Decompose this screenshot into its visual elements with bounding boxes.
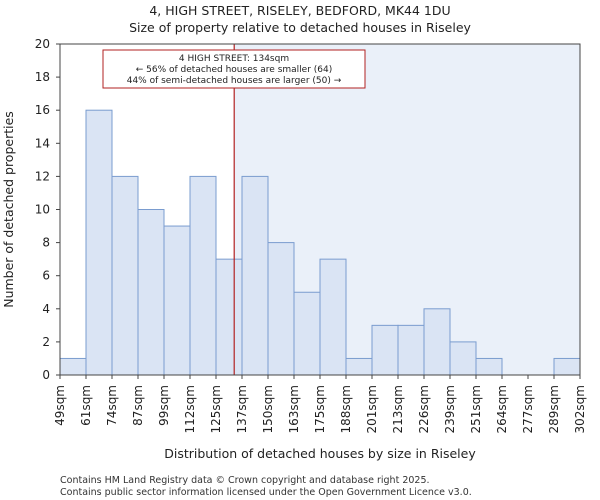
bar-175sqm: [319, 258, 347, 376]
bar-112sqm: [189, 175, 217, 376]
x-tick-label: 74sqm: [105, 385, 119, 426]
annotation-line-1: 4 HIGH STREET: 134sqm: [179, 54, 289, 64]
y-tick-label: 8: [42, 236, 50, 250]
bars-group: [59, 109, 581, 376]
y-axis-label: Number of detached properties: [1, 111, 16, 308]
y-tick-label: 6: [42, 269, 50, 283]
x-tick-label: 289sqm: [547, 385, 561, 433]
bar-87sqm: [137, 209, 165, 376]
x-tick-label: 99sqm: [157, 385, 171, 426]
y-tick-label: 12: [35, 169, 50, 183]
bar-289sqm: [553, 357, 581, 376]
x-tick-label: 213sqm: [391, 385, 405, 433]
y-tick-label: 20: [35, 37, 50, 51]
x-tick-label: 112sqm: [183, 385, 197, 433]
x-tick-label: 87sqm: [131, 385, 145, 426]
y-tick-label: 0: [42, 368, 50, 382]
bar-239sqm: [449, 341, 477, 376]
y-tick-label: 14: [35, 136, 50, 150]
y-axis-ticks: 0 2 4 6 8 10 12 14 16 18 20: [35, 37, 60, 382]
bar-150sqm: [267, 242, 295, 376]
bar-201sqm: [371, 324, 399, 376]
x-tick-label: 150sqm: [261, 385, 275, 433]
footer-line-2: Contains public sector information licen…: [60, 487, 472, 498]
chart-title: 4, HIGH STREET, RISELEY, BEDFORD, MK44 1…: [149, 3, 450, 18]
x-tick-label: 201sqm: [365, 385, 379, 433]
x-tick-label: 251sqm: [469, 385, 483, 433]
x-tick-label: 226sqm: [417, 385, 431, 433]
x-tick-label: 49sqm: [53, 385, 67, 426]
annotation-line-3: 44% of semi-detached houses are larger (…: [127, 76, 342, 86]
x-tick-label: 277sqm: [521, 385, 535, 433]
bar-99sqm: [163, 225, 191, 376]
x-tick-label: 61sqm: [79, 385, 93, 426]
x-tick-label: 239sqm: [443, 385, 457, 433]
bar-49sqm: [59, 357, 87, 376]
y-tick-label: 2: [42, 335, 50, 349]
y-tick-label: 10: [35, 203, 50, 217]
x-tick-label: 302sqm: [573, 385, 587, 433]
x-axis-ticks: 49sqm 61sqm 74sqm 87sqm 99sqm 112sqm 125sqm 137…: [53, 375, 587, 433]
y-tick-label: 18: [35, 70, 50, 84]
x-tick-label: 137sqm: [235, 385, 249, 433]
bar-61sqm: [85, 109, 113, 376]
footer-line-1: Contains HM Land Registry data © Crown c…: [60, 475, 430, 486]
x-tick-label: 125sqm: [209, 385, 223, 433]
x-tick-label: 188sqm: [339, 385, 353, 433]
bar-137sqm: [241, 175, 269, 376]
y-tick-label: 4: [42, 302, 50, 316]
bar-188sqm: [345, 357, 373, 376]
bar-251sqm: [475, 357, 503, 376]
bar-213sqm: [397, 324, 425, 376]
y-tick-label: 16: [35, 103, 50, 117]
x-tick-label: 264sqm: [495, 385, 509, 433]
bar-226sqm: [423, 308, 451, 376]
bar-125sqm: [215, 258, 243, 376]
x-tick-label: 163sqm: [287, 385, 301, 433]
bar-74sqm: [111, 175, 139, 376]
x-axis-label: Distribution of detached houses by size …: [164, 446, 476, 461]
chart-subtitle: Size of property relative to detached ho…: [129, 20, 471, 35]
annotation-box: [102, 49, 366, 89]
x-tick-label: 175sqm: [313, 385, 327, 433]
bar-163sqm: [293, 291, 321, 376]
annotation-line-2: ← 56% of detached houses are smaller (64…: [136, 65, 333, 75]
